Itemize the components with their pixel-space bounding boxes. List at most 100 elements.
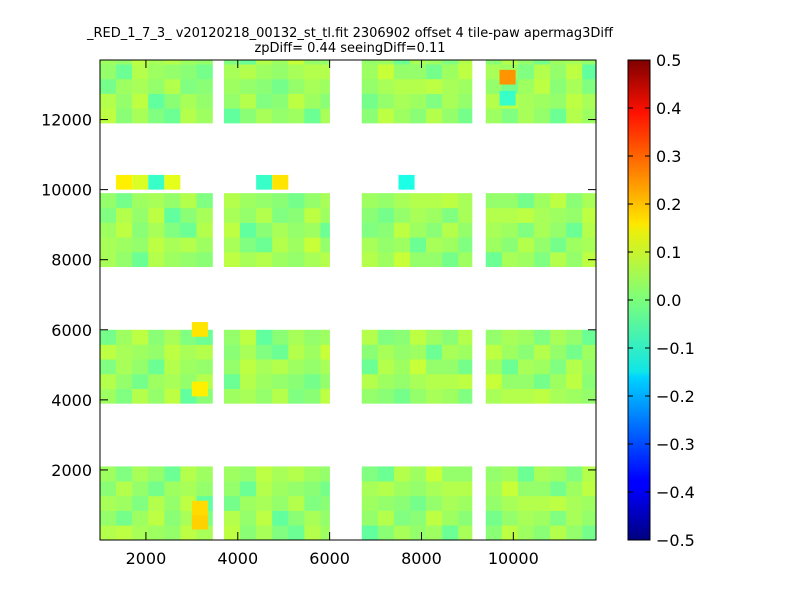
heatmap-cell	[582, 388, 597, 404]
heatmap-cell	[393, 359, 411, 375]
heatmap-cell	[442, 108, 459, 124]
heatmap-cell	[240, 481, 257, 497]
heatmap-cell	[458, 495, 473, 511]
heatmap-cell	[566, 237, 583, 253]
heatmap-cell	[320, 108, 330, 124]
heatmap-cell	[148, 207, 165, 223]
heatmap-cell	[442, 60, 459, 65]
heatmap-cell	[132, 237, 149, 253]
heatmap-cell	[272, 222, 289, 238]
heatmap-cell	[566, 329, 583, 345]
heatmap-cell	[272, 93, 289, 109]
heatmap-cell	[180, 252, 197, 268]
heatmap-cell	[320, 207, 330, 223]
heatmap-cell	[148, 93, 165, 109]
heatmap-cell	[164, 207, 181, 223]
heatmap-cell-highlight	[132, 174, 149, 190]
heatmap-cell	[393, 207, 411, 223]
heatmap-cell	[116, 466, 133, 482]
heatmap-cell	[534, 78, 551, 94]
heatmap-cell	[196, 359, 213, 375]
heatmap-cell	[410, 359, 427, 375]
heatmap-cell	[132, 222, 149, 238]
heatmap-cell-highlight	[116, 174, 133, 190]
heatmap-cell	[534, 525, 551, 541]
heatmap-cell	[180, 207, 197, 223]
heatmap-cell	[361, 359, 379, 375]
heatmap-cell	[100, 466, 117, 482]
heatmap-cell	[224, 252, 241, 268]
heatmap-cell	[100, 108, 117, 124]
heatmap-cell	[534, 237, 551, 253]
heatmap-cell	[566, 481, 583, 497]
heatmap-cell	[288, 78, 305, 94]
heatmap-cell	[442, 193, 459, 209]
heatmap-cell	[550, 222, 567, 238]
heatmap-cell	[393, 481, 411, 497]
heatmap-cell	[442, 207, 459, 223]
heatmap-cell	[320, 64, 330, 80]
heatmap-cell	[100, 237, 117, 253]
heatmap-cell	[566, 495, 583, 511]
heatmap-cell	[164, 60, 181, 65]
heatmap-cell	[485, 344, 503, 360]
heatmap-cell	[148, 373, 165, 389]
heatmap-cell	[224, 78, 241, 94]
heatmap-cell	[164, 359, 181, 375]
heatmap-cell	[148, 193, 165, 209]
heatmap-cell	[458, 388, 473, 404]
heatmap-cell	[272, 207, 289, 223]
heatmap-cell	[550, 373, 567, 389]
heatmap-cell	[148, 359, 165, 375]
heatmap-cell	[132, 359, 149, 375]
heatmap-cell	[288, 373, 305, 389]
heatmap-cell	[361, 93, 379, 109]
heatmap-cell	[304, 510, 321, 526]
heatmap-cell	[566, 60, 583, 65]
heatmap-cell	[116, 222, 133, 238]
heatmap-cell	[272, 466, 289, 482]
heatmap-cell	[517, 525, 535, 541]
heatmap-cell	[582, 237, 597, 253]
heatmap-cell	[272, 108, 289, 124]
heatmap-cell	[377, 78, 395, 94]
heatmap-cell	[116, 108, 133, 124]
heatmap-cell	[100, 329, 117, 345]
heatmap-cell	[288, 388, 305, 404]
heatmap-cell	[534, 373, 551, 389]
heatmap-cell	[196, 237, 213, 253]
heatmap-cell	[240, 93, 257, 109]
heatmap-cell	[256, 388, 273, 404]
heatmap-cell	[550, 193, 567, 209]
heatmap-cell	[320, 93, 330, 109]
heatmap-cell	[116, 93, 133, 109]
heatmap-cell	[240, 466, 257, 482]
heatmap-cell	[485, 388, 503, 404]
heatmap-cell	[240, 64, 257, 80]
heatmap-cell	[116, 359, 133, 375]
heatmap-cell	[501, 525, 519, 541]
y-tick-label: 10000	[41, 181, 92, 200]
heatmap-cell	[288, 237, 305, 253]
heatmap-cell	[485, 481, 503, 497]
heatmap-cell	[442, 93, 459, 109]
heatmap-cell	[164, 388, 181, 404]
heatmap-cell	[224, 373, 241, 389]
heatmap-cell	[100, 60, 117, 65]
heatmap-cell-highlight	[191, 514, 208, 530]
heatmap-cell	[100, 481, 117, 497]
heatmap-cell	[501, 344, 519, 360]
heatmap-cell	[566, 388, 583, 404]
heatmap-cell	[361, 108, 379, 124]
heatmap-cell	[361, 466, 379, 482]
heatmap-cell	[485, 237, 503, 253]
heatmap-cell	[361, 388, 379, 404]
heatmap-cell	[534, 60, 551, 65]
heatmap-cell	[426, 93, 443, 109]
heatmap-cell	[240, 237, 257, 253]
heatmap-cell	[410, 525, 427, 541]
heatmap-cell	[410, 495, 427, 511]
heatmap-cell	[377, 64, 395, 80]
heatmap-cell	[100, 78, 117, 94]
heatmap-cell	[132, 93, 149, 109]
